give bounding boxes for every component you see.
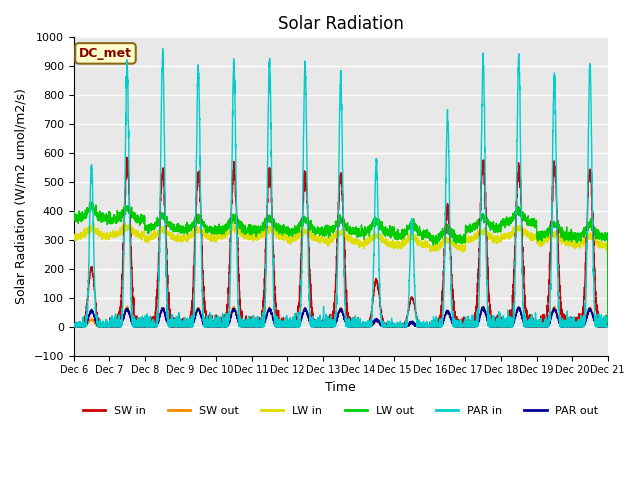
Text: DC_met: DC_met <box>79 47 132 60</box>
X-axis label: Time: Time <box>325 381 356 394</box>
Title: Solar Radiation: Solar Radiation <box>278 15 404 33</box>
Y-axis label: Solar Radiation (W/m2 umol/m2/s): Solar Radiation (W/m2 umol/m2/s) <box>15 88 28 304</box>
Legend: SW in, SW out, LW in, LW out, PAR in, PAR out: SW in, SW out, LW in, LW out, PAR in, PA… <box>78 401 603 420</box>
